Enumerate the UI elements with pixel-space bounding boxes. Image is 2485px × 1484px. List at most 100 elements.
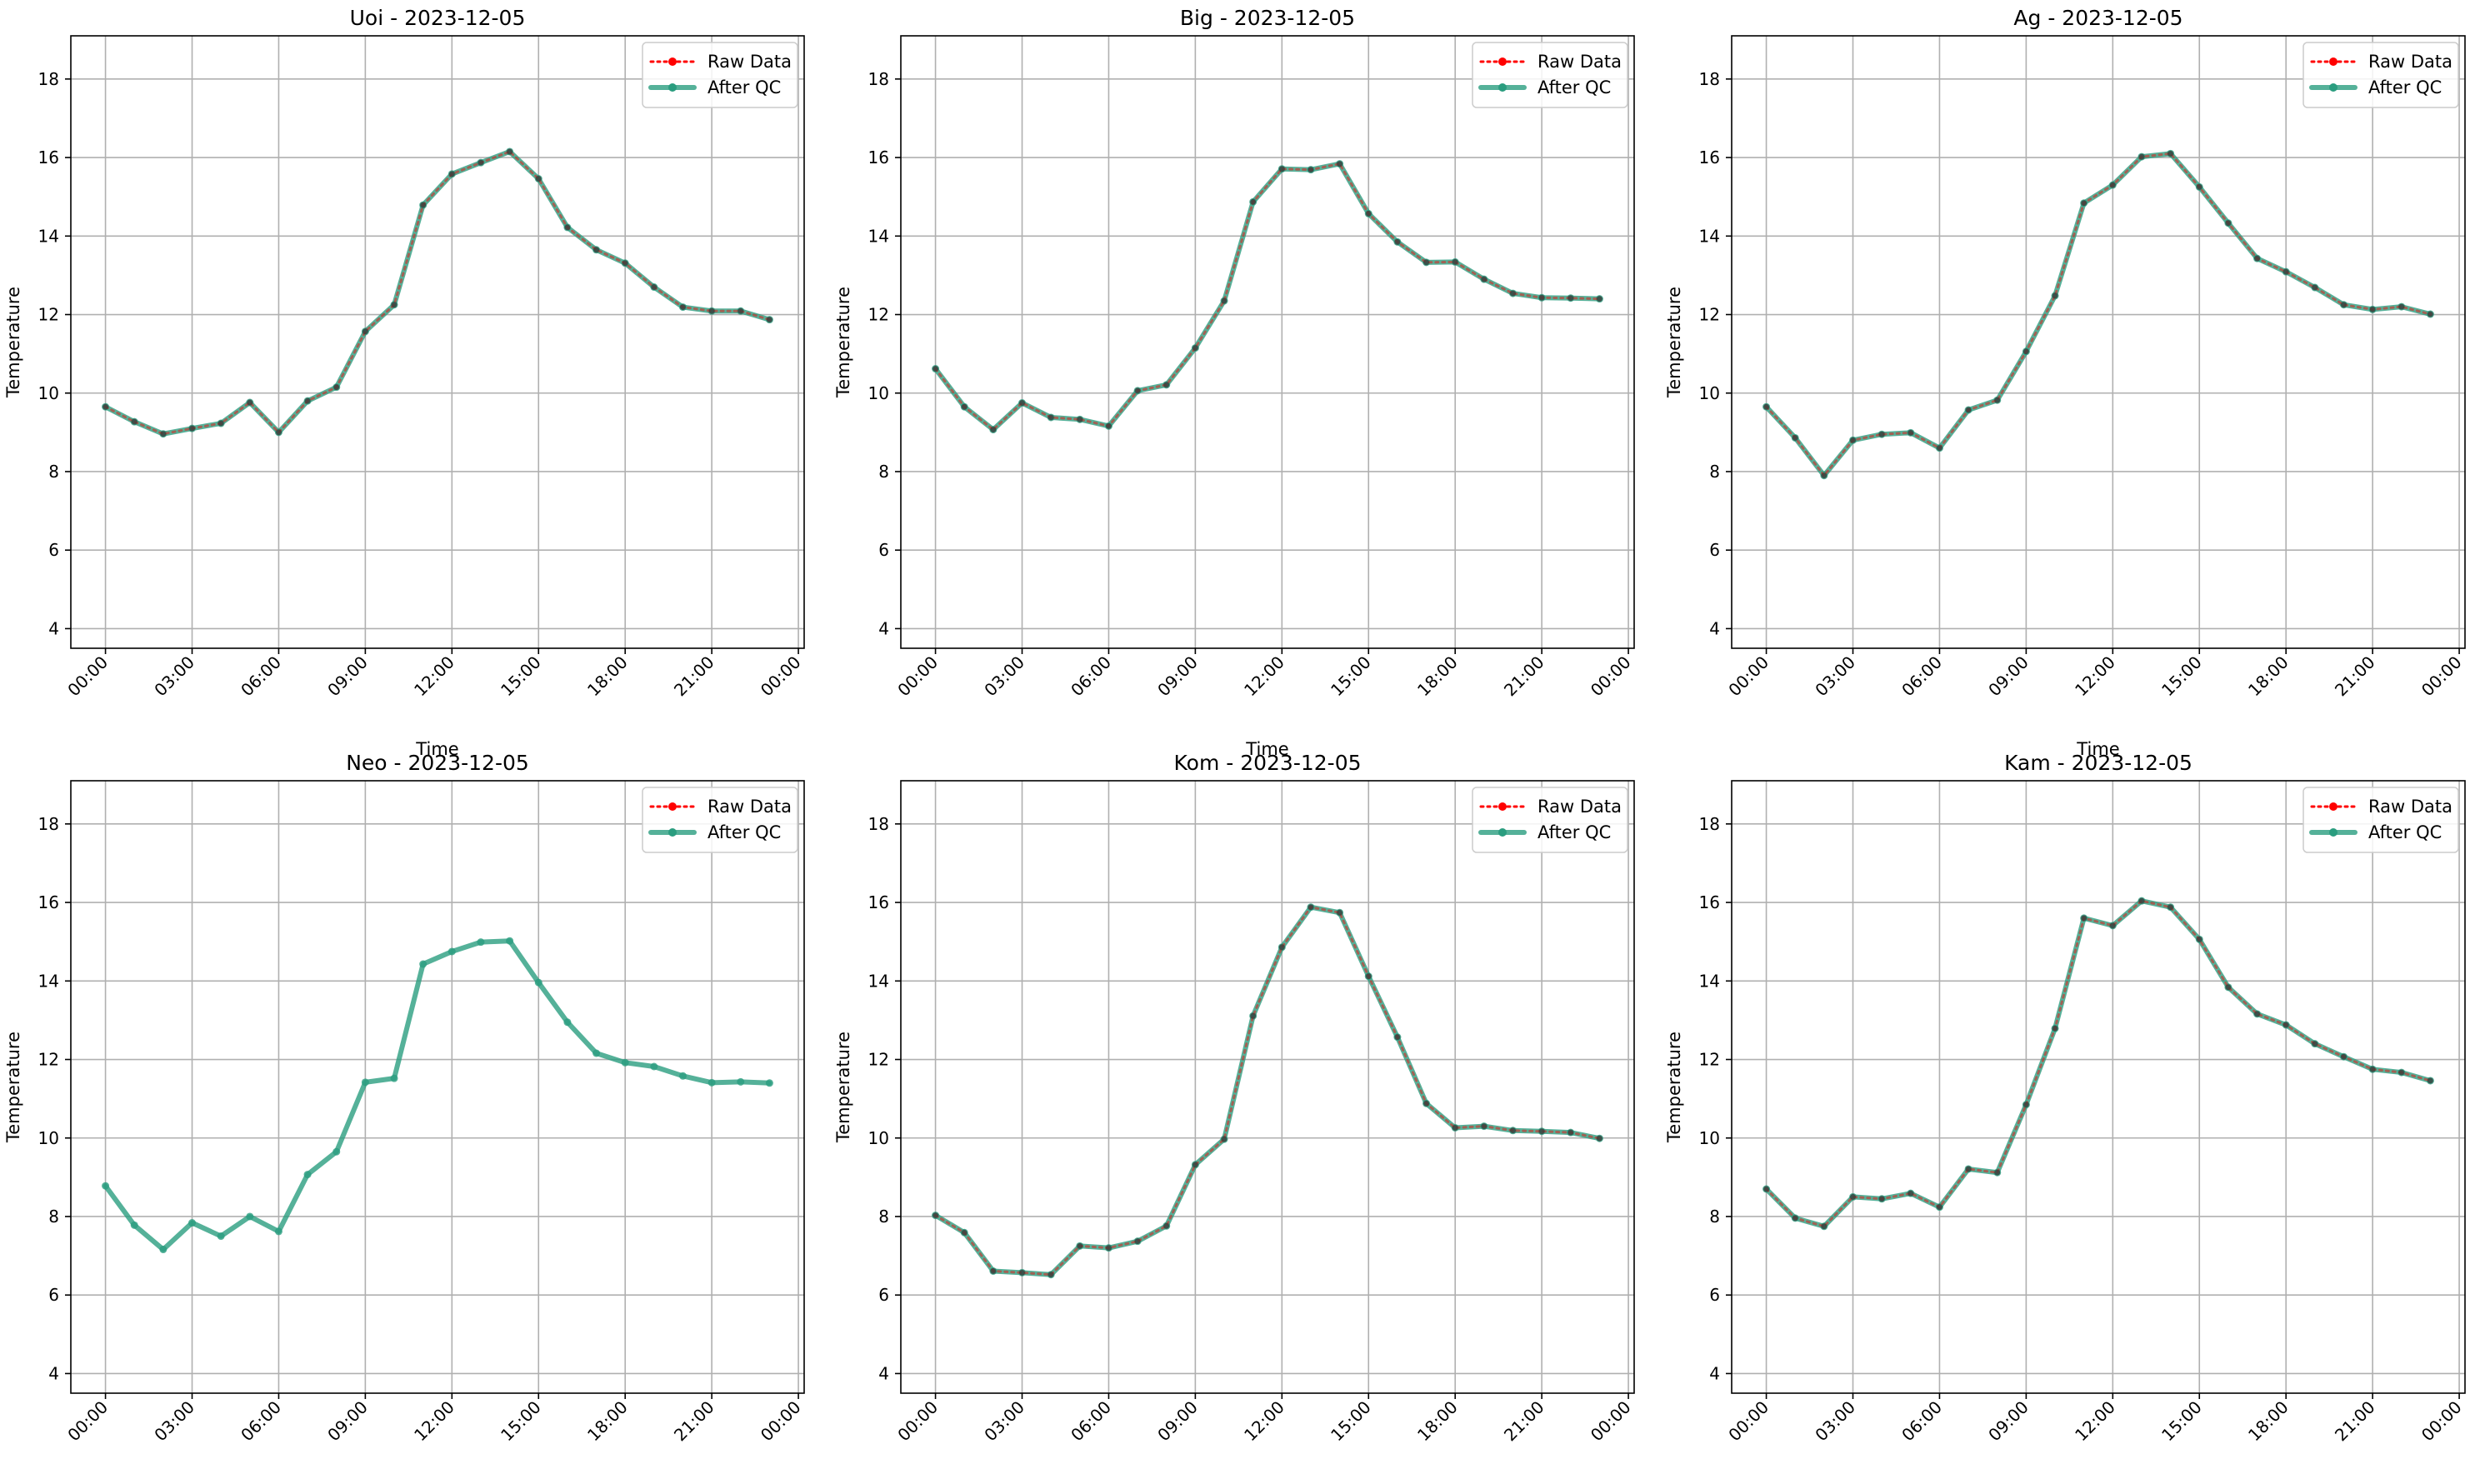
- after-qc-point: [621, 1058, 629, 1067]
- raw-data-point: [160, 431, 167, 437]
- x-tick-label: 15:00: [2158, 1397, 2206, 1446]
- legend-after-qc-label: After QC: [2368, 77, 2442, 97]
- legend-raw-data-label: Raw Data: [708, 797, 792, 817]
- raw-data-point: [1308, 904, 1314, 911]
- x-tick-label: 12:00: [2071, 652, 2119, 701]
- y-tick-label: 18: [1699, 69, 1720, 89]
- raw-data-point: [1568, 1129, 1574, 1136]
- raw-data-point: [1250, 198, 1257, 205]
- x-tick-label: 12:00: [1240, 1397, 1288, 1446]
- x-tick-label: 18:00: [1413, 652, 1462, 701]
- after-qc-point: [246, 1212, 254, 1221]
- x-tick-label: 09:00: [323, 652, 372, 701]
- x-tick-label: 09:00: [323, 1397, 372, 1446]
- x-tick-label: 03:00: [150, 652, 198, 701]
- y-tick-label: 10: [868, 1128, 889, 1148]
- legend-after-qc-marker: [1498, 83, 1507, 92]
- x-tick-label: 00:00: [1724, 652, 1772, 701]
- x-tick-label: 03:00: [1811, 652, 1859, 701]
- y-tick-label: 12: [868, 305, 889, 325]
- x-tick-label: 00:00: [893, 1397, 942, 1446]
- y-tick-label: 14: [868, 971, 889, 991]
- raw-data-point: [2282, 1022, 2289, 1028]
- raw-data-point: [1192, 345, 1198, 352]
- raw-data-point: [1048, 414, 1054, 421]
- raw-data-point: [1965, 1166, 1972, 1172]
- series-line-raw-data: [104, 150, 771, 436]
- legend-raw-data-marker: [2329, 57, 2338, 66]
- chart-panel-5: 4 6 8 10 12 14 16 18 00:00 03:00 06:00 09:00 12:00 15…: [1664, 751, 2466, 1446]
- y-tick-label: 16: [1699, 892, 1720, 912]
- axes-frame: [900, 35, 1635, 649]
- x-axis-label: Time: [1245, 739, 1288, 759]
- raw-data-point: [1481, 276, 1488, 282]
- legend-box: [642, 42, 798, 108]
- y-tick-label: 12: [1699, 1050, 1720, 1070]
- legend-raw-data-marker: [668, 802, 677, 811]
- raw-data-point: [2109, 922, 2116, 929]
- raw-data-point: [1908, 429, 1914, 436]
- x-tick-label: 21:00: [2331, 1397, 2379, 1446]
- chart-panel-0: 4 6 8 10 12 14 16 18 00:00 03:00 06:00 09:00 12:00 15…: [3, 6, 805, 759]
- y-axis-label: Temperature: [833, 1032, 853, 1143]
- legend-raw-data-label: Raw Data: [1538, 52, 1622, 72]
- y-tick-label: 18: [868, 814, 889, 834]
- y-tick-label: 4: [1709, 1363, 1720, 1383]
- raw-data-point: [2022, 1102, 2029, 1108]
- raw-data-point: [990, 427, 997, 433]
- raw-data-point: [2254, 1011, 2261, 1017]
- after-qc-point: [708, 1078, 716, 1087]
- raw-data-point: [2427, 311, 2433, 317]
- y-tick-label: 4: [878, 618, 889, 638]
- legend-box: [1472, 42, 1628, 108]
- axes-frame: [1731, 35, 2466, 649]
- y-tick-label: 4: [878, 1363, 889, 1383]
- x-tick-label: 03:00: [980, 1397, 1028, 1446]
- raw-data-point: [1878, 1196, 1885, 1202]
- raw-data-point: [275, 429, 282, 436]
- y-tick-label: 14: [38, 226, 59, 246]
- raw-data-point: [1250, 1012, 1257, 1019]
- x-tick-label: 00:00: [893, 652, 942, 701]
- raw-data-point: [1821, 472, 1828, 479]
- legend-after-qc-label: After QC: [708, 77, 781, 97]
- raw-data-point: [1105, 422, 1112, 429]
- after-qc-point: [765, 1079, 773, 1087]
- x-tick-label: 06:00: [1067, 652, 1115, 701]
- x-axis-label: Time: [415, 739, 458, 759]
- raw-data-point: [1192, 1162, 1198, 1168]
- raw-data-point: [1394, 1034, 1401, 1041]
- raw-data-point: [1077, 416, 1083, 422]
- raw-data-point: [448, 171, 455, 177]
- after-qc-point: [159, 1246, 168, 1254]
- x-tick-label: 21:00: [670, 652, 718, 701]
- raw-data-point: [131, 418, 138, 425]
- y-tick-label: 8: [48, 1207, 59, 1227]
- raw-data-point: [1278, 944, 1285, 951]
- raw-data-point: [1163, 382, 1170, 388]
- raw-data-point: [2196, 183, 2202, 190]
- x-tick-label: 06:00: [237, 652, 285, 701]
- x-tick-label: 06:00: [237, 1397, 285, 1446]
- y-tick-label: 8: [1709, 462, 1720, 482]
- series-line-after-qc: [102, 938, 772, 1252]
- raw-data-point: [1538, 1128, 1545, 1135]
- y-tick-label: 14: [1699, 226, 1720, 246]
- raw-data-point: [2369, 1066, 2376, 1072]
- raw-data-point: [2398, 303, 2405, 310]
- after-qc-point: [477, 938, 485, 947]
- legend-raw-data-label: Raw Data: [708, 52, 792, 72]
- raw-data-point: [1850, 1193, 1857, 1200]
- after-qc-point: [303, 1171, 312, 1179]
- y-tick-label: 18: [868, 69, 889, 89]
- x-tick-label: 03:00: [980, 652, 1028, 701]
- raw-data-point: [2312, 1041, 2318, 1047]
- x-tick-label: 00:00: [63, 1397, 112, 1446]
- legend-after-qc-marker: [668, 828, 677, 837]
- raw-data-point: [1048, 1272, 1054, 1278]
- raw-data-point: [1019, 400, 1026, 407]
- x-tick-label: 21:00: [2331, 652, 2379, 701]
- raw-data-point: [2138, 897, 2145, 904]
- series-line-after-qc: [1763, 898, 2433, 1229]
- legend: Raw Data After QC: [642, 787, 798, 853]
